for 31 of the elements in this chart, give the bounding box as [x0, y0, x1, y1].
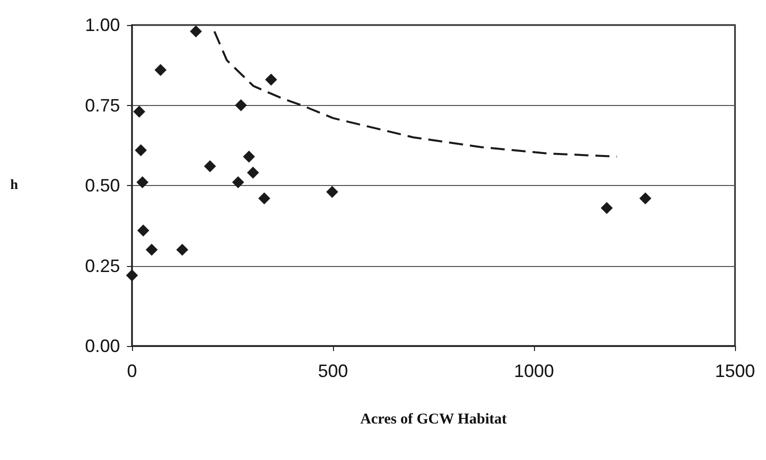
x-tick-label: 1500: [714, 361, 756, 381]
point: [133, 106, 146, 118]
point: [136, 176, 148, 188]
point: [265, 74, 278, 86]
point: [234, 99, 247, 112]
point: [146, 244, 158, 256]
point: [154, 64, 167, 76]
y-tick-label: 1.00: [84, 15, 120, 35]
point: [242, 150, 255, 163]
y-tick-label: 0.75: [84, 95, 120, 116]
point: [232, 176, 244, 188]
point: [134, 144, 147, 156]
point: [176, 244, 188, 256]
y-tick-label: 0.50: [84, 176, 120, 196]
point: [190, 25, 202, 38]
x-tick-label: 0: [126, 361, 138, 381]
point: [137, 224, 150, 236]
x-axis-title: Acres of GCW Habitat: [360, 412, 507, 428]
y-tick-label: 0.25: [84, 256, 120, 276]
x-tick-label: 500: [318, 361, 348, 381]
point: [326, 186, 338, 198]
point: [639, 192, 652, 204]
point: [126, 269, 138, 282]
point: [258, 192, 270, 204]
y-axis-title: h: [10, 178, 18, 193]
y-tick-label: 0.00: [84, 336, 120, 356]
line-series: [213, 30, 618, 158]
point: [247, 166, 259, 179]
point: [600, 202, 613, 214]
point: [204, 160, 216, 172]
x-tick-label: 1000: [514, 361, 554, 381]
